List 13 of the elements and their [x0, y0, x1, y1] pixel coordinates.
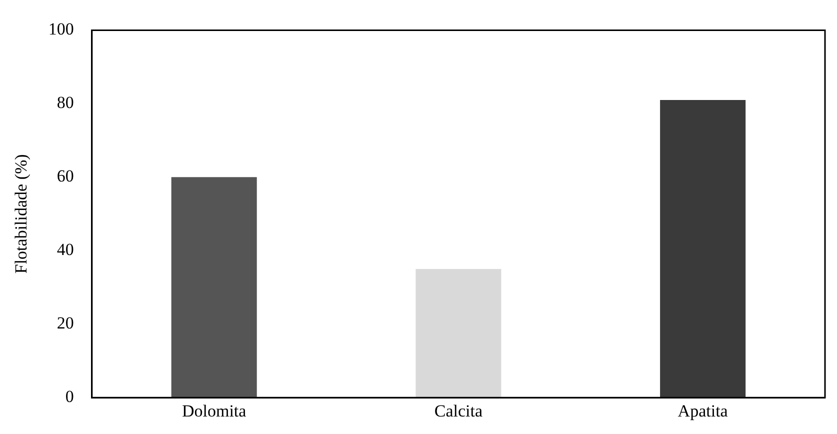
y-tick-label: 100: [48, 20, 74, 39]
x-tick-label: Calcita: [434, 401, 483, 420]
y-tick-label: 60: [56, 166, 74, 186]
y-tick-label: 40: [56, 240, 74, 260]
y-tick-label: 20: [56, 314, 74, 333]
x-tick-label: Apatita: [678, 401, 728, 420]
bar: [660, 100, 746, 398]
y-tick-label: 80: [56, 93, 74, 112]
bar: [171, 177, 257, 398]
x-tick-label: Dolomita: [182, 401, 247, 420]
bar: [416, 269, 502, 398]
y-axis-title: Flotabilidade (%): [12, 154, 31, 274]
y-tick-label: 0: [65, 387, 74, 406]
